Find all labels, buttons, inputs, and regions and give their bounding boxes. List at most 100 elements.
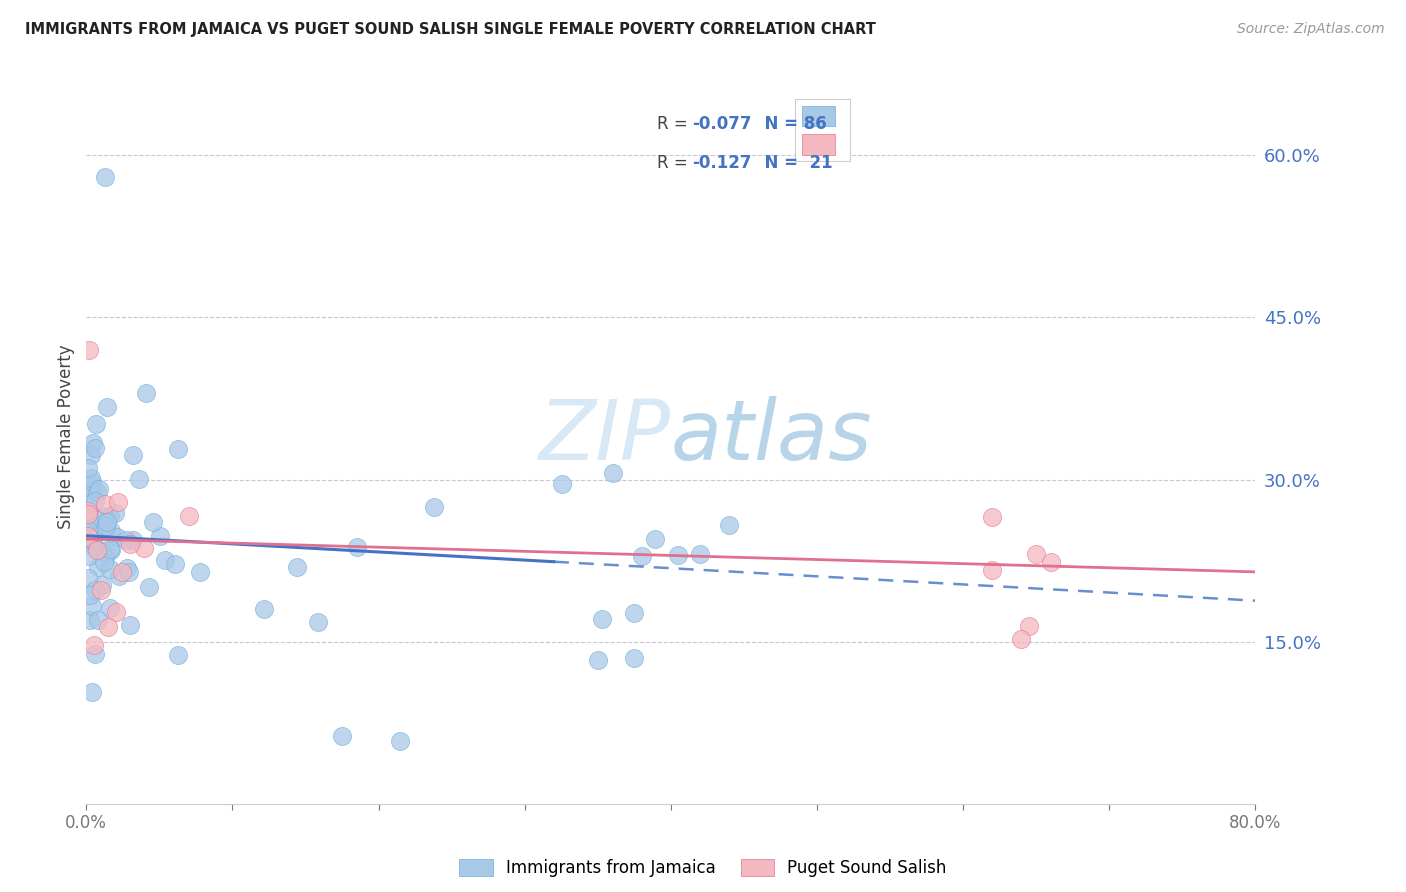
Point — [163, 557, 186, 571]
Text: R =: R = — [657, 153, 693, 171]
Point — [253, 602, 276, 616]
Point — [107, 495, 129, 509]
Point — [1039, 555, 1062, 569]
Point — [84, 494, 107, 508]
Point — [1018, 618, 1040, 632]
Point — [96, 400, 118, 414]
Point — [644, 532, 666, 546]
Point — [100, 524, 122, 539]
Point — [586, 653, 609, 667]
Legend: Immigrants from Jamaica, Puget Sound Salish: Immigrants from Jamaica, Puget Sound Sal… — [453, 852, 953, 884]
Point — [630, 549, 652, 563]
Point — [188, 565, 211, 579]
Text: atlas: atlas — [671, 396, 872, 476]
Point — [105, 530, 128, 544]
Point — [623, 651, 645, 665]
Point — [84, 511, 107, 525]
Point — [128, 472, 150, 486]
Text: N =  21: N = 21 — [752, 153, 832, 171]
Legend: , : , — [796, 99, 851, 161]
Point — [551, 477, 574, 491]
Point — [76, 507, 98, 521]
Point — [94, 169, 117, 184]
Point — [104, 506, 127, 520]
Point — [77, 343, 100, 357]
Point — [97, 620, 120, 634]
Point — [90, 582, 112, 597]
Point — [98, 601, 121, 615]
Point — [94, 510, 117, 524]
Point — [80, 471, 103, 485]
Point — [100, 543, 122, 558]
Point — [83, 539, 105, 553]
Point — [94, 548, 117, 562]
Point — [77, 571, 100, 585]
Point — [76, 504, 98, 518]
Point — [121, 448, 143, 462]
Point — [94, 519, 117, 533]
Point — [602, 466, 624, 480]
Point — [89, 483, 111, 497]
Point — [76, 461, 98, 475]
Point — [90, 524, 112, 538]
Point — [79, 613, 101, 627]
Point — [105, 605, 128, 619]
Point — [82, 475, 104, 489]
Point — [118, 618, 141, 632]
Point — [84, 442, 107, 456]
Point — [285, 559, 308, 574]
Point — [134, 541, 156, 555]
Text: R =: R = — [657, 115, 693, 133]
Point — [86, 543, 108, 558]
Point — [666, 548, 689, 562]
Point — [76, 533, 98, 548]
Point — [87, 560, 110, 574]
Point — [100, 508, 122, 523]
Point — [91, 578, 114, 592]
Point — [90, 543, 112, 558]
Point — [689, 547, 711, 561]
Point — [84, 417, 107, 431]
Point — [307, 615, 329, 629]
Point — [135, 385, 157, 400]
Point — [87, 613, 110, 627]
Point — [98, 561, 121, 575]
Point — [330, 729, 353, 743]
Point — [120, 536, 142, 550]
Point — [981, 510, 1004, 524]
Point — [111, 566, 134, 580]
Text: N = 86: N = 86 — [752, 115, 827, 133]
Point — [167, 648, 190, 662]
Point — [80, 480, 103, 494]
Point — [80, 599, 103, 613]
Point — [389, 734, 412, 748]
Point — [138, 580, 160, 594]
Point — [107, 569, 129, 583]
Point — [80, 448, 103, 462]
Point — [80, 533, 103, 548]
Text: Source: ZipAtlas.com: Source: ZipAtlas.com — [1237, 22, 1385, 37]
Point — [76, 498, 98, 512]
Point — [77, 531, 100, 545]
Point — [167, 442, 190, 457]
Point — [177, 508, 200, 523]
Point — [1010, 632, 1032, 647]
Text: -0.127: -0.127 — [692, 153, 751, 171]
Point — [114, 533, 136, 547]
Point — [79, 588, 101, 602]
Point — [77, 523, 100, 537]
Point — [115, 561, 138, 575]
Point — [346, 540, 368, 554]
Point — [82, 436, 104, 450]
Point — [718, 517, 741, 532]
Point — [93, 555, 115, 569]
Point — [84, 648, 107, 662]
Point — [77, 513, 100, 527]
Point — [84, 524, 107, 538]
Point — [149, 529, 172, 543]
Point — [76, 529, 98, 543]
Text: ZIP: ZIP — [538, 396, 671, 476]
Point — [118, 565, 141, 579]
Point — [153, 552, 176, 566]
Point — [79, 508, 101, 522]
